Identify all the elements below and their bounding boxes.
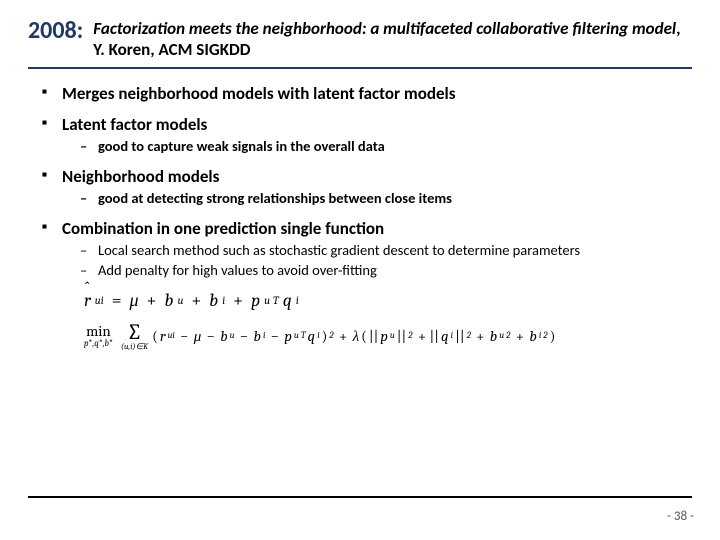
sub-bullet: Local search method such as stochastic g…	[80, 241, 686, 260]
slide-header: 2008: Factorization meets the neighborho…	[28, 18, 692, 69]
sub-bullet: Add penalty for high values to avoid ove…	[80, 261, 686, 280]
bullet-text: Merges neighborhood models with latent f…	[62, 83, 456, 104]
bullet-combination: Combination in one prediction single fun…	[40, 218, 686, 280]
equation-prediction: rui = μ + bu + bi + puT qi	[84, 290, 686, 311]
bullet-text: Combination in one prediction single fun…	[62, 218, 384, 239]
sub-bullet: good at detecting strong relationships b…	[80, 189, 686, 208]
bullet-latent-factor: Latent factor models good to capture wea…	[40, 114, 686, 156]
bullet-neighborhood: Neighborhood models good at detecting st…	[40, 166, 686, 208]
slide: 2008: Factorization meets the neighborho…	[0, 0, 720, 540]
equations-block: rui = μ + bu + bi + puT qi min p*,q*,b* …	[84, 290, 686, 352]
page-number: - 38 -	[667, 509, 694, 524]
bullet-text: Neighborhood models	[62, 166, 219, 187]
header-title: Factorization meets the neighborhood: a …	[93, 18, 692, 61]
footer-divider	[28, 496, 692, 498]
content: Merges neighborhood models with latent f…	[28, 83, 692, 352]
equation-objective: min p*,q*,b* ∑ (u,i)∈K (rui − μ − bu − b…	[84, 321, 686, 352]
sub-bullet: good to capture weak signals in the over…	[80, 137, 686, 156]
bullet-merges: Merges neighborhood models with latent f…	[40, 83, 686, 104]
header-year: 2008:	[28, 18, 83, 44]
title-italic: Factorization meets the neighborhood: a …	[93, 18, 676, 39]
bullet-text: Latent factor models	[62, 114, 207, 135]
